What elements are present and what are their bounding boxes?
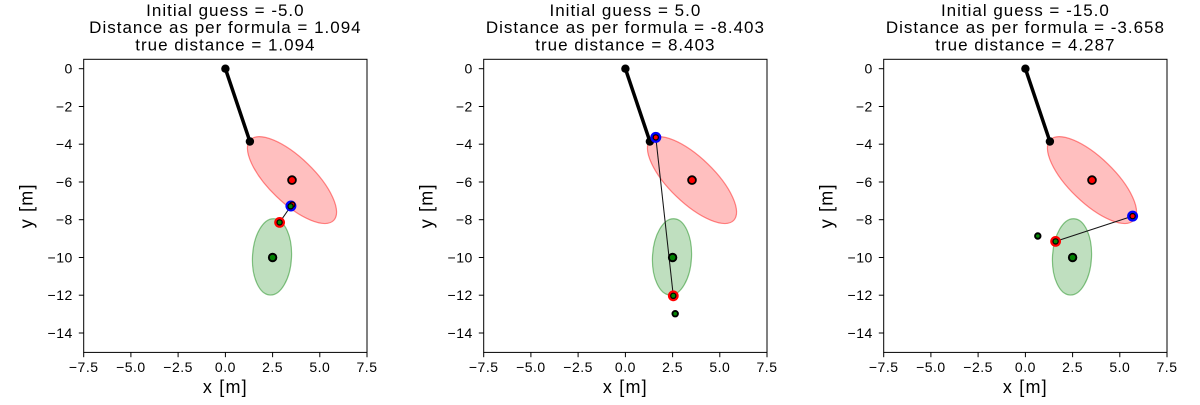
svg-text:−6: −6 xyxy=(856,174,873,190)
svg-text:Initial guess = -5.0: Initial guess = -5.0 xyxy=(146,1,304,20)
svg-text:−2: −2 xyxy=(456,99,473,115)
svg-text:−2.5: −2.5 xyxy=(163,359,193,375)
svg-text:−2: −2 xyxy=(56,99,73,115)
svg-text:0.0: 0.0 xyxy=(215,359,236,375)
svg-text:7.5: 7.5 xyxy=(757,359,778,375)
svg-text:−8: −8 xyxy=(856,212,873,228)
svg-text:−6: −6 xyxy=(56,174,73,190)
svg-text:−2.5: −2.5 xyxy=(563,359,593,375)
svg-text:Initial guess = -15.0: Initial guess = -15.0 xyxy=(941,1,1110,20)
svg-text:y [m]: y [m] xyxy=(417,183,437,228)
svg-text:5.0: 5.0 xyxy=(1109,359,1130,375)
svg-text:0: 0 xyxy=(465,61,473,77)
svg-text:7.5: 7.5 xyxy=(357,359,378,375)
svg-text:0: 0 xyxy=(865,61,873,77)
svg-text:−5.0: −5.0 xyxy=(916,359,946,375)
svg-text:2.5: 2.5 xyxy=(262,359,283,375)
svg-text:−5.0: −5.0 xyxy=(516,359,546,375)
svg-text:−5.0: −5.0 xyxy=(116,359,146,375)
svg-text:0.0: 0.0 xyxy=(615,359,636,375)
svg-text:0.0: 0.0 xyxy=(1015,359,1036,375)
svg-text:−6: −6 xyxy=(456,174,473,190)
svg-text:−14: −14 xyxy=(48,325,73,341)
svg-text:−14: −14 xyxy=(448,325,473,341)
svg-text:0: 0 xyxy=(65,61,73,77)
svg-text:y [m]: y [m] xyxy=(817,183,837,228)
svg-text:7.5: 7.5 xyxy=(1157,359,1178,375)
svg-text:−8: −8 xyxy=(456,212,473,228)
svg-text:true distance = 1.094: true distance = 1.094 xyxy=(135,35,315,54)
svg-text:Initial guess = 5.0: Initial guess = 5.0 xyxy=(550,1,702,20)
svg-text:−4: −4 xyxy=(56,136,73,152)
svg-text:2.5: 2.5 xyxy=(1062,359,1083,375)
svg-text:2.5: 2.5 xyxy=(662,359,683,375)
svg-text:−12: −12 xyxy=(448,287,473,303)
svg-text:−8: −8 xyxy=(56,212,73,228)
svg-text:−10: −10 xyxy=(448,250,473,266)
svg-text:true distance = 4.287: true distance = 4.287 xyxy=(935,35,1115,54)
svg-text:5.0: 5.0 xyxy=(309,359,330,375)
svg-text:−10: −10 xyxy=(848,250,873,266)
svg-text:x [m]: x [m] xyxy=(603,377,648,397)
svg-text:y [m]: y [m] xyxy=(17,183,37,228)
svg-text:−10: −10 xyxy=(48,250,73,266)
svg-text:−14: −14 xyxy=(848,325,873,341)
svg-text:−2.5: −2.5 xyxy=(963,359,993,375)
svg-text:−4: −4 xyxy=(456,136,473,152)
svg-text:−7.5: −7.5 xyxy=(69,359,99,375)
svg-text:x [m]: x [m] xyxy=(203,377,248,397)
svg-text:5.0: 5.0 xyxy=(709,359,730,375)
svg-text:Distance as per formula = -8.4: Distance as per formula = -8.403 xyxy=(486,18,765,37)
svg-text:−12: −12 xyxy=(848,287,873,303)
svg-text:−2: −2 xyxy=(856,99,873,115)
svg-text:Distance as per formula = 1.09: Distance as per formula = 1.094 xyxy=(89,18,361,37)
svg-text:−4: −4 xyxy=(856,136,873,152)
svg-text:Distance as per formula = -3.6: Distance as per formula = -3.658 xyxy=(886,18,1165,37)
svg-text:true distance = 8.403: true distance = 8.403 xyxy=(535,35,715,54)
svg-text:−12: −12 xyxy=(48,287,73,303)
svg-text:−7.5: −7.5 xyxy=(469,359,499,375)
svg-text:x [m]: x [m] xyxy=(1003,377,1048,397)
svg-text:−7.5: −7.5 xyxy=(869,359,899,375)
